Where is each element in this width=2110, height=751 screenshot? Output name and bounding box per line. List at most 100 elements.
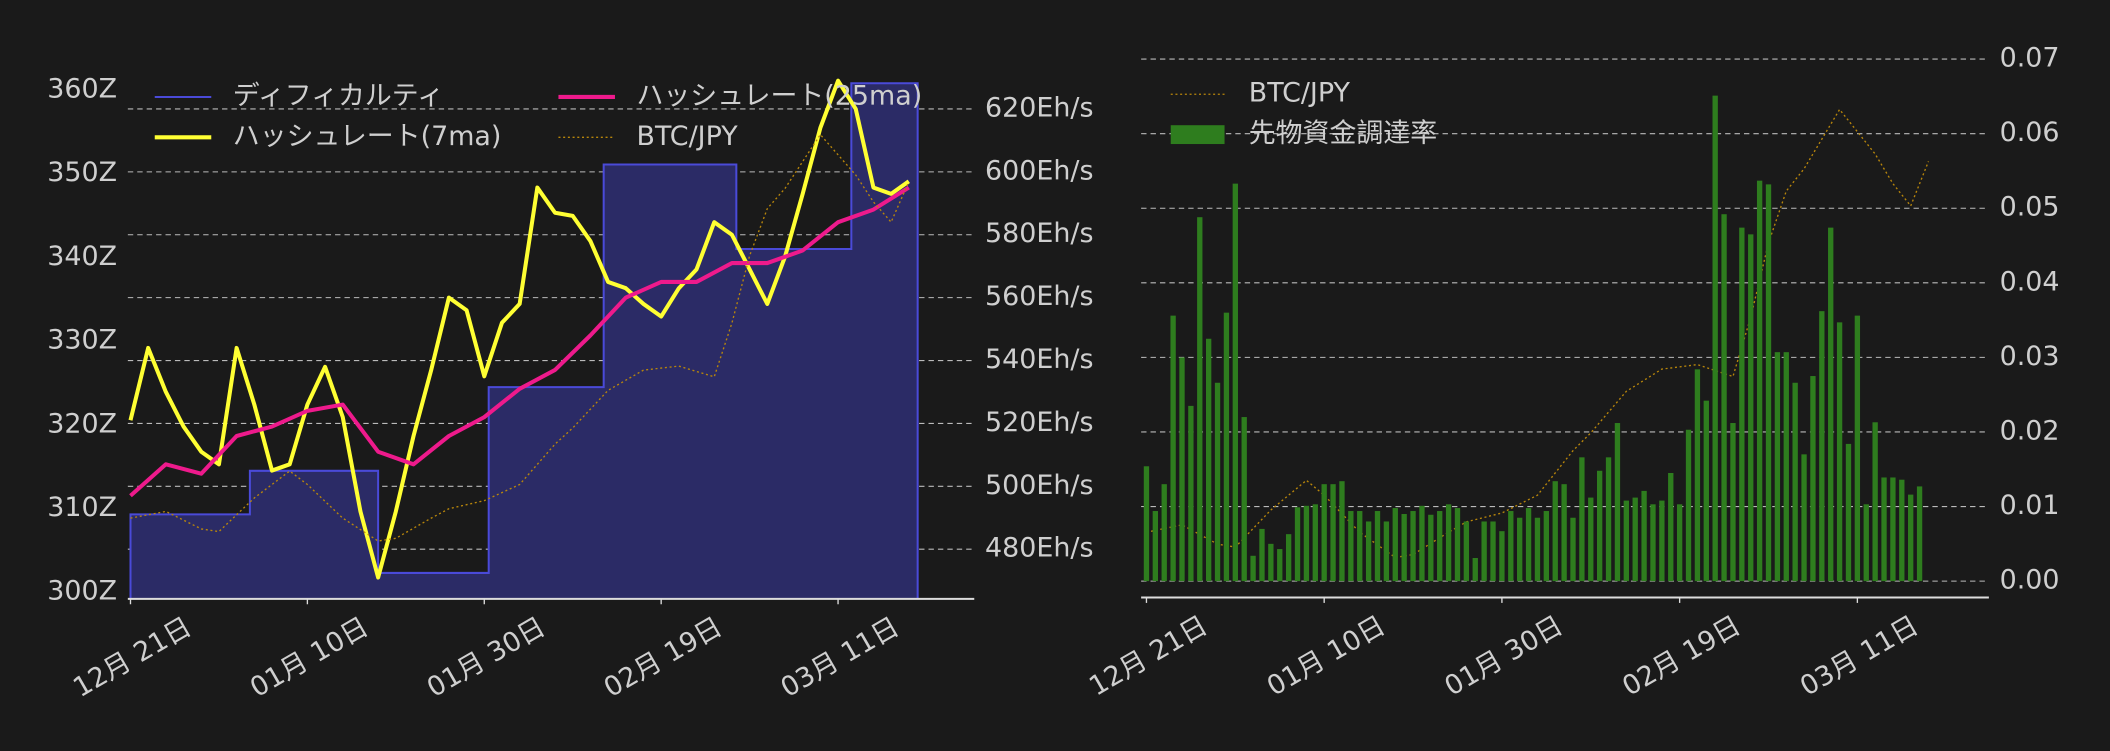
y-tick-label: 0.02 <box>2000 415 2060 446</box>
bar <box>1712 95 1718 582</box>
bar <box>1534 517 1541 582</box>
bar <box>1570 517 1576 582</box>
y-tick-label: 0.00 <box>2000 565 2060 596</box>
bar <box>1783 352 1789 582</box>
legend-label: ディフィカルティ <box>233 80 444 111</box>
bar <box>1650 504 1656 582</box>
y-tick-label: 0.05 <box>2000 192 2060 223</box>
bar <box>1730 423 1736 582</box>
bar <box>1170 315 1176 582</box>
bar <box>1348 511 1354 582</box>
y-tick-label: 0.07 <box>2000 43 2060 74</box>
bar <box>1685 429 1692 582</box>
y2-tick-label: 540Eh/s <box>985 344 1094 375</box>
bar <box>1774 352 1781 582</box>
bar <box>1392 508 1398 582</box>
bar <box>1828 227 1834 582</box>
bar <box>1641 490 1647 582</box>
bar <box>1250 555 1256 582</box>
bar <box>1188 405 1194 582</box>
bar <box>1268 543 1274 582</box>
bar <box>1285 534 1292 582</box>
bar <box>1632 497 1638 582</box>
bar <box>1303 505 1310 582</box>
bar <box>1197 217 1203 582</box>
bar <box>1872 422 1878 582</box>
bar <box>1614 423 1621 582</box>
bar <box>1890 477 1896 582</box>
bar <box>1792 382 1798 582</box>
bar <box>1472 558 1478 582</box>
bar <box>1321 484 1327 582</box>
bar <box>1517 517 1523 582</box>
bar <box>1508 511 1514 582</box>
bar <box>1383 521 1390 582</box>
y2-tick-label: 580Eh/s <box>985 218 1094 249</box>
bar <box>1161 484 1167 582</box>
y2-tick-label: 520Eh/s <box>985 407 1094 438</box>
bar <box>1205 338 1212 582</box>
bar <box>1152 511 1159 582</box>
bar <box>1819 311 1825 582</box>
legend-swatch <box>1170 125 1225 145</box>
bar <box>1232 183 1238 582</box>
legend-label: ハッシュレート(7ma) <box>233 121 502 152</box>
series-layer <box>128 78 919 599</box>
bar <box>1339 481 1345 582</box>
bar <box>1294 507 1301 582</box>
bar <box>1499 531 1505 582</box>
y-tick-label: 310Z <box>47 492 117 523</box>
bar <box>1863 504 1869 582</box>
bar <box>1223 312 1230 582</box>
legend-label: 先物資金調達率 <box>1249 118 1437 149</box>
bar <box>1401 514 1407 582</box>
bar <box>1845 443 1852 582</box>
bar <box>1241 417 1247 582</box>
bar <box>1721 214 1727 582</box>
bar <box>1623 500 1629 582</box>
bar <box>1410 511 1416 582</box>
bar <box>1659 500 1665 582</box>
bar <box>1605 457 1612 582</box>
bar <box>1765 184 1772 582</box>
bar <box>1543 511 1550 582</box>
step-line <box>129 82 919 599</box>
bar <box>1552 481 1558 582</box>
legend-label: BTC/JPY <box>636 121 738 152</box>
bar <box>1854 315 1861 582</box>
bar <box>1454 508 1461 582</box>
y-tick-label: 330Z <box>47 325 117 356</box>
y-tick-label: 300Z <box>47 576 117 607</box>
y-tick-label: 0.01 <box>2000 490 2060 521</box>
bar <box>1668 472 1674 582</box>
bar <box>1428 514 1434 582</box>
bar <box>1596 470 1603 582</box>
bar <box>1445 504 1452 582</box>
line <box>128 78 910 580</box>
bar <box>1179 357 1185 582</box>
bar <box>1481 521 1487 582</box>
bar <box>1277 549 1283 582</box>
bar <box>1588 497 1594 582</box>
bar <box>1908 494 1914 582</box>
bar <box>1739 227 1745 582</box>
bar <box>1259 528 1265 582</box>
bar <box>1437 511 1443 582</box>
bar <box>1374 511 1381 582</box>
bar <box>1836 322 1843 582</box>
bar <box>1330 484 1336 582</box>
bar <box>1916 486 1923 582</box>
bar <box>1143 466 1150 582</box>
bar <box>1899 479 1905 582</box>
y-tick-label: 0.06 <box>2000 117 2060 148</box>
bar <box>1312 504 1318 582</box>
series-layer <box>1143 95 1930 582</box>
legend-label: BTC/JPY <box>1249 78 1351 109</box>
bar <box>1676 504 1683 582</box>
y2-tick-label: 600Eh/s <box>985 155 1094 186</box>
bar <box>1810 376 1816 582</box>
bar <box>1703 400 1709 582</box>
y-tick-label: 0.03 <box>2000 341 2060 372</box>
